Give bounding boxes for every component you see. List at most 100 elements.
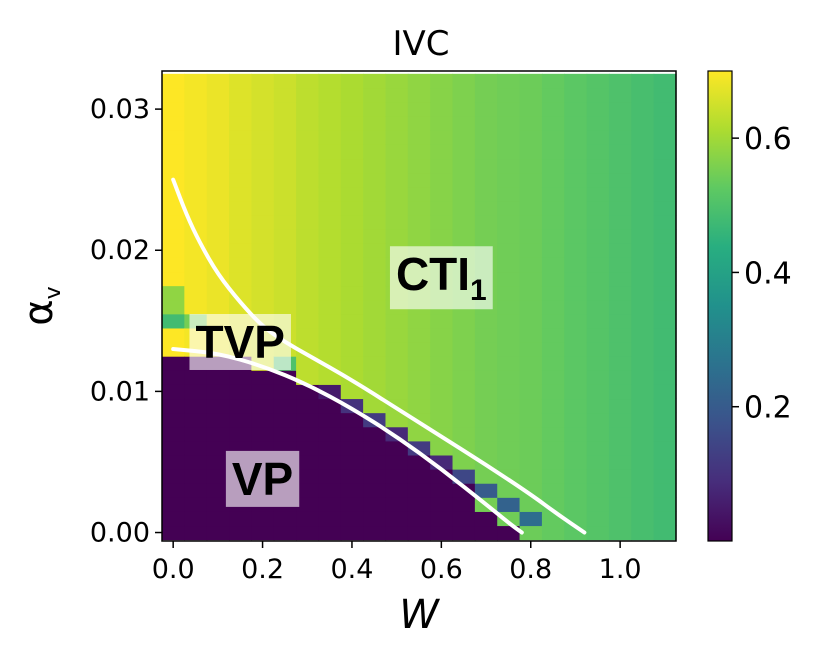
heatmap-cell: [251, 116, 275, 131]
heatmap-cell: [229, 130, 252, 145]
heatmap-cell: [184, 426, 208, 442]
heatmap-cell: [296, 172, 320, 188]
heatmap-cell: [631, 483, 655, 498]
heatmap-cell: [273, 299, 297, 315]
heatmap-cell: [184, 412, 208, 428]
y-tick-label: 0.01: [90, 376, 150, 407]
heatmap-cell: [608, 186, 632, 202]
heatmap-cell: [608, 130, 632, 145]
heatmap-cell: [631, 370, 655, 385]
heatmap-cell: [273, 214, 297, 230]
heatmap-cell: [162, 214, 185, 230]
heatmap-cell: [251, 186, 275, 202]
heatmap-cell: [340, 440, 364, 456]
heatmap-cell: [206, 525, 230, 541]
heatmap-cell: [184, 384, 208, 400]
heatmap-cell: [631, 285, 655, 301]
heatmap-cell: [340, 454, 364, 470]
heatmap-cell: [407, 172, 431, 188]
heatmap-cell: [608, 384, 632, 400]
heatmap-cell: [586, 313, 610, 329]
heatmap-cell: [340, 73, 364, 89]
heatmap-cell: [273, 384, 297, 400]
heatmap-cell: [273, 271, 297, 287]
heatmap-cell: [608, 454, 632, 470]
heatmap-cell: [318, 483, 342, 498]
heatmap-cell: [519, 229, 543, 244]
heatmap-cell: [229, 116, 252, 131]
heatmap-cell: [184, 497, 208, 512]
heatmap-cell: [162, 73, 185, 89]
heatmap-cell: [363, 102, 387, 117]
heatmap-cell: [497, 370, 521, 385]
heatmap-cell: [340, 87, 364, 103]
heatmap-cell: [385, 158, 409, 174]
heatmap-cell: [340, 384, 364, 400]
heatmap-cell: [296, 144, 320, 160]
heatmap-cell: [608, 497, 632, 512]
heatmap-cell: [251, 271, 275, 287]
heatmap-cell: [229, 426, 252, 442]
heatmap-cell: [363, 511, 387, 527]
heatmap-cell: [519, 426, 543, 442]
heatmap-cell: [273, 200, 297, 216]
heatmap-cell: [586, 412, 610, 428]
x-tick-label: 0.0: [152, 554, 195, 585]
heatmap-cell: [251, 511, 275, 527]
heatmap-cell: [273, 229, 297, 244]
region-annotations: CTI1 TVP VP: [189, 246, 493, 507]
heatmap-cell: [184, 102, 208, 117]
heatmap-cell: [631, 327, 655, 343]
heatmap-cell: [608, 398, 632, 414]
heatmap-cell: [586, 299, 610, 315]
heatmap-cell: [385, 116, 409, 131]
heatmap-cell: [474, 483, 498, 498]
heatmap-cell: [206, 102, 230, 117]
heatmap-cell: [363, 285, 387, 301]
heatmap-cell: [162, 200, 185, 216]
heatmap-cell: [273, 511, 297, 527]
heatmap-cell: [385, 341, 409, 357]
heatmap-cell: [206, 172, 230, 188]
heatmap-cell: [407, 116, 431, 131]
heatmap-cell: [653, 426, 677, 442]
heatmap-cell: [296, 243, 320, 258]
heatmap-cell: [541, 73, 565, 89]
heatmap-cell: [162, 483, 185, 498]
heatmap-cell: [608, 200, 632, 216]
heatmap-cell: [653, 356, 677, 371]
heatmap-cell: [564, 130, 588, 145]
heatmap-cell: [340, 144, 364, 160]
heatmap-cell: [541, 426, 565, 442]
heatmap-cell: [296, 102, 320, 117]
heatmap-cell: [318, 356, 342, 371]
heatmap-cell: [608, 243, 632, 258]
heatmap-cell: [385, 200, 409, 216]
heatmap-cell: [296, 469, 320, 484]
heatmap-cell: [564, 398, 588, 414]
heatmap-cell: [519, 172, 543, 188]
heatmap-cell: [608, 440, 632, 456]
heatmap-cell: [340, 483, 364, 498]
heatmap-cell: [474, 229, 498, 244]
heatmap-cell: [541, 102, 565, 117]
heatmap-cell: [541, 116, 565, 131]
heatmap-cell: [452, 511, 476, 527]
heatmap-cell: [541, 130, 565, 145]
heatmap-cell: [340, 341, 364, 357]
heatmap-cell: [229, 200, 252, 216]
heatmap-cell: [430, 384, 454, 400]
heatmap-cell: [363, 200, 387, 216]
heatmap-cell: [430, 511, 454, 527]
heatmap-cell: [586, 186, 610, 202]
heatmap-cell: [296, 426, 320, 442]
heatmap-cell: [474, 214, 498, 230]
heatmap-cell: [452, 172, 476, 188]
heatmap-cell: [452, 130, 476, 145]
heatmap-cell: [229, 511, 252, 527]
heatmap-cell: [586, 398, 610, 414]
heatmap-cell: [385, 144, 409, 160]
heatmap-cell: [497, 271, 521, 287]
heatmap-cell: [318, 370, 342, 385]
heatmap-cell: [653, 511, 677, 527]
